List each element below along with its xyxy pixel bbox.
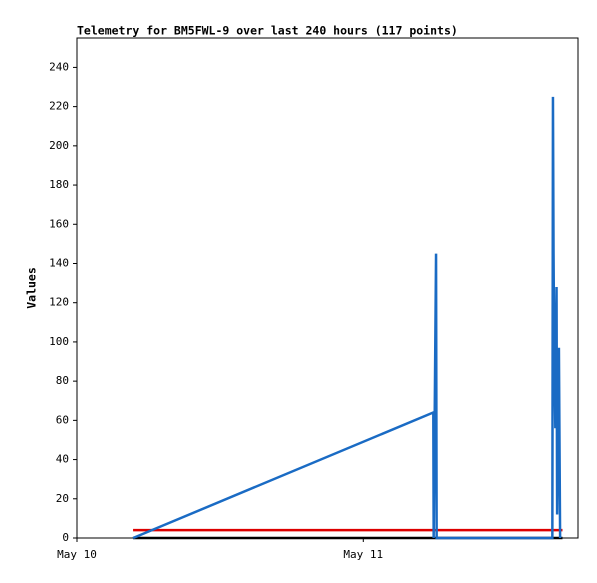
y-tick-label: 220 <box>49 100 69 113</box>
y-tick-label: 20 <box>56 492 69 505</box>
y-tick-label: 40 <box>56 453 69 466</box>
series-line <box>132 96 562 540</box>
y-tick-label: 0 <box>62 531 69 544</box>
y-tick-label: 180 <box>49 178 69 191</box>
chart-title: Telemetry for BM5FWL-9 over last 240 hou… <box>77 24 458 38</box>
y-tick-label: 80 <box>56 374 69 387</box>
y-tick-label: 200 <box>49 139 69 152</box>
y-tick-label: 100 <box>49 335 69 348</box>
y-tick-label: 120 <box>49 296 69 309</box>
x-tick-label: May 10 <box>57 548 97 561</box>
y-tick-label: 60 <box>56 413 69 426</box>
y-tick-label: 160 <box>49 217 69 230</box>
y-tick-label: 140 <box>49 256 69 269</box>
y-tick-label: 240 <box>49 60 69 73</box>
plot-frame <box>76 37 579 539</box>
y-axis-label: Values <box>25 267 39 309</box>
x-tick-label: May 11 <box>343 548 383 561</box>
